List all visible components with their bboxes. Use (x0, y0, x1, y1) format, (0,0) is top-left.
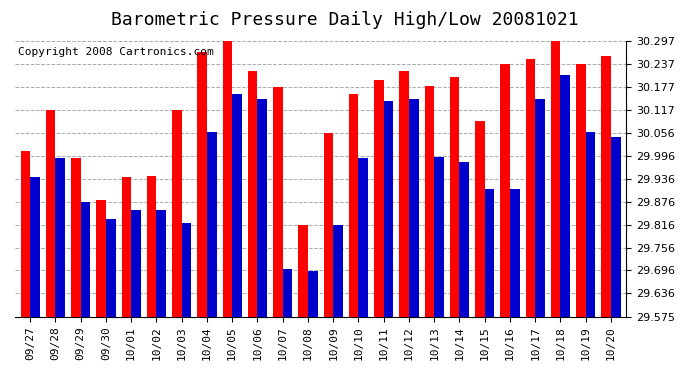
Bar (298, 225, 308, 316)
Bar (207, 132, 217, 316)
Bar (333, 225, 343, 316)
Bar (131, 210, 141, 316)
Bar (106, 219, 115, 316)
Bar (197, 52, 207, 316)
Bar (97, 200, 106, 316)
Bar (349, 94, 359, 316)
Bar (121, 177, 131, 316)
Bar (233, 94, 241, 316)
Bar (55, 159, 65, 316)
Bar (551, 42, 560, 316)
Bar (611, 138, 620, 316)
Bar (510, 189, 520, 316)
Bar (30, 177, 40, 316)
Bar (21, 151, 30, 316)
Bar (535, 99, 545, 316)
Bar (560, 75, 570, 316)
Bar (324, 132, 333, 316)
Bar (602, 56, 611, 316)
Bar (147, 176, 157, 316)
Bar (81, 202, 90, 316)
Bar (359, 159, 368, 316)
Bar (257, 99, 267, 316)
Bar (223, 42, 233, 316)
Bar (434, 156, 444, 316)
Bar (424, 86, 434, 316)
Bar (172, 110, 181, 316)
Bar (475, 122, 485, 316)
Text: Copyright 2008 Cartronics.com: Copyright 2008 Cartronics.com (18, 47, 214, 57)
Bar (576, 64, 586, 316)
Bar (157, 210, 166, 316)
Bar (526, 59, 535, 316)
Bar (485, 189, 494, 316)
Bar (71, 159, 81, 316)
Bar (400, 71, 409, 316)
Bar (384, 101, 393, 316)
Bar (46, 110, 55, 316)
Bar (273, 87, 283, 316)
Bar (283, 269, 293, 316)
Bar (374, 80, 384, 316)
Bar (586, 132, 595, 316)
Bar (409, 99, 419, 316)
Bar (181, 223, 191, 316)
Bar (460, 162, 469, 316)
Text: Barometric Pressure Daily High/Low 20081021: Barometric Pressure Daily High/Low 20081… (111, 11, 579, 29)
Bar (248, 71, 257, 316)
Bar (308, 271, 317, 316)
Bar (500, 64, 510, 316)
Bar (450, 76, 460, 316)
